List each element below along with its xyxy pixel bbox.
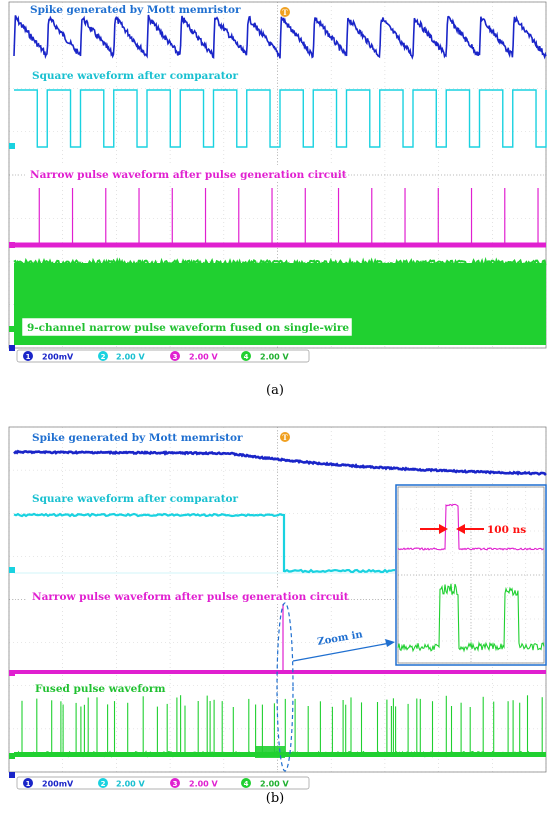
trace-label-ch2: Square waveform after comparator xyxy=(32,70,239,82)
ch2-scale: 2.00 V xyxy=(116,780,146,789)
panel-a: T Spike generated by Mott memristor Squa… xyxy=(0,0,550,405)
zoom-arrow xyxy=(292,642,391,662)
svg-text:3: 3 xyxy=(173,353,178,361)
inset-duration-label: 100 ns xyxy=(487,524,526,536)
trace-label-ch4: Fused pulse waveform xyxy=(35,683,166,695)
ch2-marker xyxy=(9,567,15,573)
svg-text:3: 3 xyxy=(173,780,178,788)
ch4-marker xyxy=(9,326,15,332)
trace-label-ch3: Narrow pulse waveform after pulse genera… xyxy=(30,169,347,181)
svg-text:4: 4 xyxy=(244,780,249,788)
inset-ch4-pulses xyxy=(397,583,545,653)
ch3-scale: 2.00 V xyxy=(189,780,219,789)
panel-b: T Spike generated by Mott memristor Squa… xyxy=(0,425,550,825)
ch3-scale: 2.00 V xyxy=(189,353,219,362)
ch1-spike-trace xyxy=(13,449,547,476)
ch1-scale: 200mV xyxy=(42,353,74,362)
ch4-marker xyxy=(9,753,15,759)
channel-bar-b: 1 200mV 2 2.00 V 3 2.00 V 4 2.00 V xyxy=(16,776,310,790)
trace-label-ch4: 9-channel narrow pulse waveform fused on… xyxy=(27,322,349,334)
ch3-marker xyxy=(9,242,15,248)
svg-text:4: 4 xyxy=(244,353,249,361)
ch3-marker xyxy=(9,670,15,676)
ch2-scale: 2.00 V xyxy=(116,353,146,362)
inset-ch3-pulse xyxy=(397,503,545,551)
zoom-region-ellipse xyxy=(276,602,294,772)
trace-label-ch3: Narrow pulse waveform after pulse genera… xyxy=(32,591,349,603)
ch1-marker xyxy=(9,345,15,351)
scope-screen-b: T Spike generated by Mott memristor Squa… xyxy=(8,426,547,790)
trace-label-ch2: Square waveform after comparator xyxy=(32,493,239,505)
trace-label-ch1: Spike generated by Mott memristor xyxy=(32,432,243,444)
ch1-scale: 200mV xyxy=(42,780,74,789)
panel-a-caption: (a) xyxy=(266,383,284,398)
panel-b-caption: (b) xyxy=(265,791,285,806)
ch4-scale: 2.00 V xyxy=(260,780,290,789)
inset-grid xyxy=(397,486,545,664)
ch4-scale: 2.00 V xyxy=(260,353,290,362)
inset-traces xyxy=(397,503,545,653)
trace-label-ch1: Spike generated by Mott memristor xyxy=(30,4,241,16)
scope-screen-a: T Spike generated by Mott memristor Squa… xyxy=(8,1,547,363)
svg-text:2: 2 xyxy=(101,353,106,361)
zoom-inset: 100 ns xyxy=(395,484,547,666)
ch2-square-trace xyxy=(14,89,547,148)
svg-text:T: T xyxy=(282,8,288,17)
ch1-marker xyxy=(9,772,15,778)
channel-markers-b xyxy=(9,567,15,778)
ch1-spike-trace xyxy=(13,14,547,60)
ch2-marker xyxy=(9,143,15,149)
ch2-square-trace xyxy=(13,512,396,574)
trigger-marker-b: T xyxy=(280,432,290,442)
svg-text:1: 1 xyxy=(26,780,31,788)
svg-text:T: T xyxy=(282,433,288,442)
traces-b xyxy=(13,449,547,758)
trigger-marker-a: T xyxy=(280,7,290,17)
channel-bar-a: 1 200mV 2 2.00 V 3 2.00 V 4 2.00 V xyxy=(16,349,310,363)
svg-text:2: 2 xyxy=(101,780,106,788)
svg-text:1: 1 xyxy=(26,353,31,361)
channel-markers-a xyxy=(9,143,15,351)
